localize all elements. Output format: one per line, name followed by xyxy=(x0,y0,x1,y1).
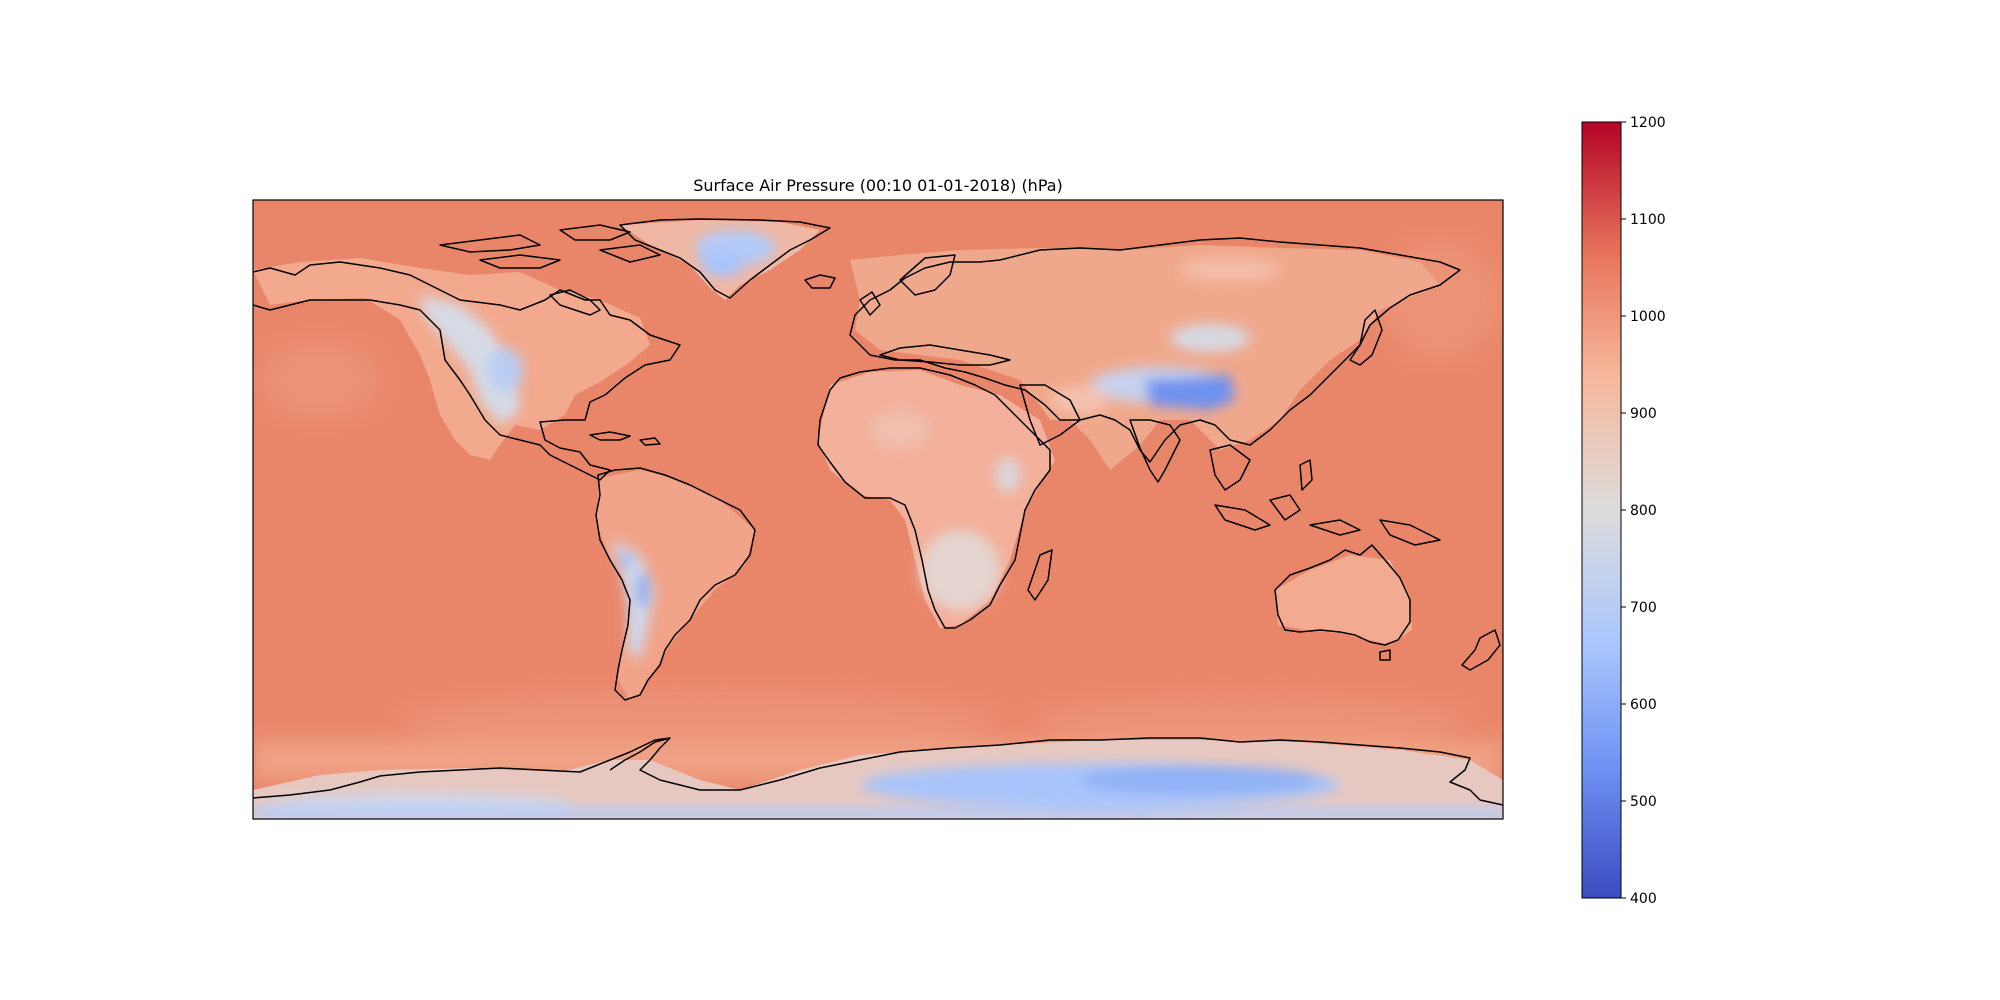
map-frame xyxy=(252,199,1504,820)
land-fields xyxy=(253,220,1503,819)
land-eurasia xyxy=(850,245,1440,470)
colorbar-gradient xyxy=(1581,121,1622,899)
map-panel xyxy=(253,200,1503,819)
map-title: Surface Air Pressure (00:10 01-01-2018) … xyxy=(693,176,1063,195)
colorbar-tick-label: 1000 xyxy=(1630,309,1666,325)
colorbar-tick-label: 600 xyxy=(1630,697,1657,713)
colorbar-tick-label: 700 xyxy=(1630,600,1657,616)
land-north-america xyxy=(253,258,650,460)
colorbar-tick-label: 900 xyxy=(1630,406,1657,422)
colorbar: 400 500 600 700 800 900 1000 1100 1200 xyxy=(1581,115,1666,907)
colorbar-tick-label: 1200 xyxy=(1630,115,1666,131)
colorbar-tick-label: 500 xyxy=(1630,794,1657,810)
coastlines xyxy=(253,218,1503,806)
colorbar-tick-label: 1100 xyxy=(1630,212,1666,228)
colorbar-ticks: 400 500 600 700 800 900 1000 1100 1200 xyxy=(1621,115,1666,907)
colorbar-tick-label: 800 xyxy=(1630,503,1657,519)
land-australia xyxy=(1275,555,1412,645)
colorbar-tick-label: 400 xyxy=(1630,891,1657,907)
